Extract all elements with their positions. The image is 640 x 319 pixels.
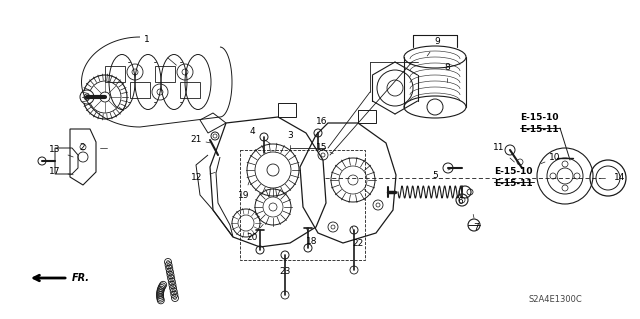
Text: 23: 23: [279, 268, 291, 277]
Text: 18: 18: [307, 238, 317, 247]
Text: 20: 20: [246, 233, 258, 241]
Text: 13: 13: [49, 145, 61, 154]
Text: FR.: FR.: [72, 273, 90, 283]
Circle shape: [80, 90, 94, 104]
Text: 16: 16: [316, 117, 328, 127]
Text: 6: 6: [457, 197, 463, 205]
Text: E-15-11: E-15-11: [520, 125, 559, 135]
Bar: [130, 82, 150, 98]
Text: 15: 15: [316, 144, 328, 152]
Text: 2: 2: [79, 144, 85, 152]
Text: 21: 21: [190, 136, 202, 145]
Text: 5: 5: [432, 172, 438, 181]
Text: 12: 12: [191, 174, 203, 182]
Text: 10: 10: [549, 153, 561, 162]
Text: 1: 1: [144, 35, 150, 44]
Text: 4: 4: [249, 127, 255, 136]
Text: E-15-10: E-15-10: [494, 167, 532, 176]
Text: 11: 11: [493, 144, 505, 152]
Bar: [240, 150, 365, 260]
Text: 8: 8: [444, 63, 450, 72]
Text: 7: 7: [473, 222, 479, 232]
Text: 19: 19: [238, 191, 250, 201]
Text: 14: 14: [614, 174, 626, 182]
Text: E-15-11: E-15-11: [494, 180, 532, 189]
Text: 3: 3: [287, 130, 293, 139]
Text: 22: 22: [353, 240, 364, 249]
Bar: [155, 66, 175, 82]
Text: 9: 9: [434, 38, 440, 47]
Text: 17: 17: [49, 167, 61, 176]
Bar: [105, 66, 125, 82]
Bar: [180, 82, 200, 98]
Text: S2A4E1300C: S2A4E1300C: [528, 295, 582, 305]
Text: E-15-10: E-15-10: [520, 114, 559, 122]
